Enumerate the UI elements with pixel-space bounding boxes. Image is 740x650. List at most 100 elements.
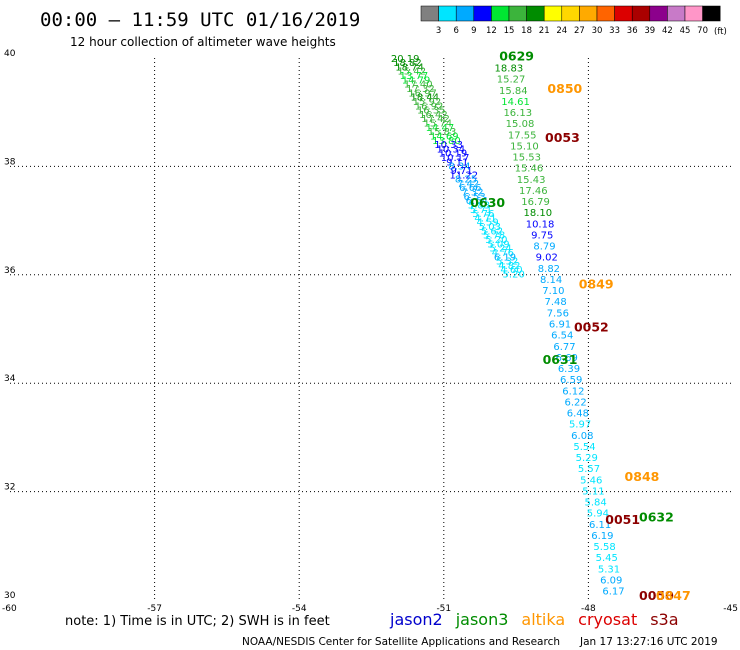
swh-value: 5.32: [496, 257, 518, 268]
pass-time-labels: 0629 0630 0850 0053 0849 0052 0631 0848 06320051…: [470, 49, 690, 603]
color-scale-label: 42: [662, 26, 673, 36]
swh-value: 10.19: [439, 149, 468, 160]
color-scale-swatch: [473, 5, 492, 22]
swh-value: 6.19: [494, 252, 516, 263]
color-scale-label: 18: [521, 26, 532, 36]
y-tick-label: 40: [4, 49, 16, 59]
swh-value: 9.11: [446, 157, 468, 168]
color-scale-swatch: [455, 5, 475, 22]
footnote: note: 1) Time is in UTC; 2) SWH is in fe…: [65, 614, 330, 629]
swh-value: 5.46: [580, 475, 602, 486]
pass-time-label: 0630: [470, 195, 505, 210]
x-tick-label: -51: [436, 604, 451, 614]
swh-value: 7.10: [542, 286, 564, 297]
pass-time-label: 0631: [543, 352, 578, 367]
color-scale-swatch: [649, 5, 668, 22]
swh-value: 5.97: [569, 420, 591, 431]
swh-value: 5.29: [576, 453, 598, 464]
swh-value: 18.83: [495, 64, 524, 75]
pass-time-label: 0848: [625, 469, 660, 484]
swh-value: 8.25: [455, 175, 477, 186]
swh-value: 4.59: [477, 218, 499, 229]
pass-time-label: 0629: [499, 49, 534, 64]
chart-subtitle: 12 hour collection of altimeter wave hei…: [70, 35, 336, 49]
color-scale-label: 33: [609, 26, 620, 36]
y-tick-label: 34: [4, 374, 16, 384]
color-scale-swatch: [614, 5, 633, 22]
swh-value: 5.20: [503, 270, 525, 281]
swh-value: 4.71: [474, 213, 496, 224]
satellite-legend-item: cryosat: [578, 610, 637, 629]
x-axis-ticks: -60 -57 -54 -51 -48 -45: [2, 604, 738, 614]
color-scale-swatch: [420, 5, 439, 22]
color-scale-label: 45: [680, 26, 691, 36]
swh-value: 5.20: [485, 235, 507, 246]
swh-value: 6.22: [564, 397, 586, 408]
x-tick-label: -45: [723, 604, 738, 614]
satellite-legend-item: jason3: [455, 610, 509, 629]
color-scale-label: 36: [627, 26, 638, 36]
swh-value: 5.78: [483, 231, 505, 242]
swh-value: 15.92: [413, 97, 442, 108]
swh-value: 4.82: [498, 261, 520, 272]
pass-time-label: 0053: [545, 130, 580, 145]
color-scale-swatch: [526, 5, 545, 22]
swh-value: 5.57: [578, 464, 600, 475]
swh-value: 8.82: [538, 264, 560, 275]
swh-value: 14.47: [426, 123, 455, 134]
swh-value: 10.34: [436, 144, 465, 155]
color-scale-swatch: [438, 5, 457, 22]
swh-value: 5.54: [573, 442, 595, 453]
color-scale-swatch: [596, 5, 615, 22]
swh-value: 6.17: [602, 587, 624, 598]
swh-value: 5.71: [470, 205, 492, 216]
swh-value: 8.14: [540, 275, 562, 286]
swh-value: 16.42: [419, 110, 448, 121]
y-tick-label: 38: [4, 157, 16, 167]
y-tick-label: 32: [4, 483, 15, 493]
swh-value: 15.83: [428, 127, 457, 138]
swh-value: 17.46: [519, 186, 548, 197]
swh-value: 6.48: [567, 409, 589, 420]
swh-value: 13.80: [432, 136, 461, 147]
color-scale-label: 9: [471, 26, 476, 36]
swh-value: 6.08: [571, 431, 593, 442]
color-scale-label: 30: [592, 26, 603, 36]
swh-value: 7.48: [544, 297, 566, 308]
swh-value: 6.66: [459, 183, 481, 194]
swh-value: 10.17: [441, 153, 470, 164]
swh-value: 15.46: [515, 164, 544, 175]
color-scale-label: 27: [574, 26, 585, 36]
pass-time-label: 0052: [574, 320, 609, 335]
swh-value: 6.69: [556, 353, 578, 364]
swh-value: 7.56: [547, 308, 569, 319]
swh-value: 6.59: [560, 375, 582, 386]
swh-value: 6.19: [591, 531, 613, 542]
color-scale-legend: 3 6 9 12 15 18 21 24 27 30 33 36 39 42 45 70: [420, 5, 721, 36]
swh-value: 15.08: [506, 119, 535, 130]
swh-value: 14.79: [402, 75, 431, 86]
swh-value: 15.84: [499, 86, 528, 97]
swh-value: 5.58: [593, 542, 615, 553]
swh-value: 4.60: [500, 265, 522, 276]
grid-lines: [10, 58, 733, 600]
swh-value: 6.54: [551, 331, 573, 342]
swh-value: 5.31: [598, 564, 620, 575]
color-scale-swatch: [508, 5, 527, 22]
color-scale-label: 12: [486, 26, 497, 36]
y-tick-label: 36: [4, 266, 16, 276]
swh-value: 6.09: [600, 575, 622, 586]
color-scale-label: 6: [453, 26, 458, 36]
color-scale-label: 3: [436, 26, 441, 36]
swh-value: 6.53: [464, 192, 486, 203]
swh-value: 5.24: [490, 244, 512, 255]
swh-value: 5.45: [596, 553, 618, 564]
pass-time-label: 0050: [639, 588, 674, 603]
swh-value: 16.92: [415, 101, 444, 112]
swh-value: 15.43: [517, 175, 546, 186]
x-tick-label: -54: [292, 604, 307, 614]
swh-value: 4.76: [492, 248, 514, 259]
color-scale-label: 24: [556, 26, 567, 36]
swh-value: 5.76: [472, 209, 494, 220]
